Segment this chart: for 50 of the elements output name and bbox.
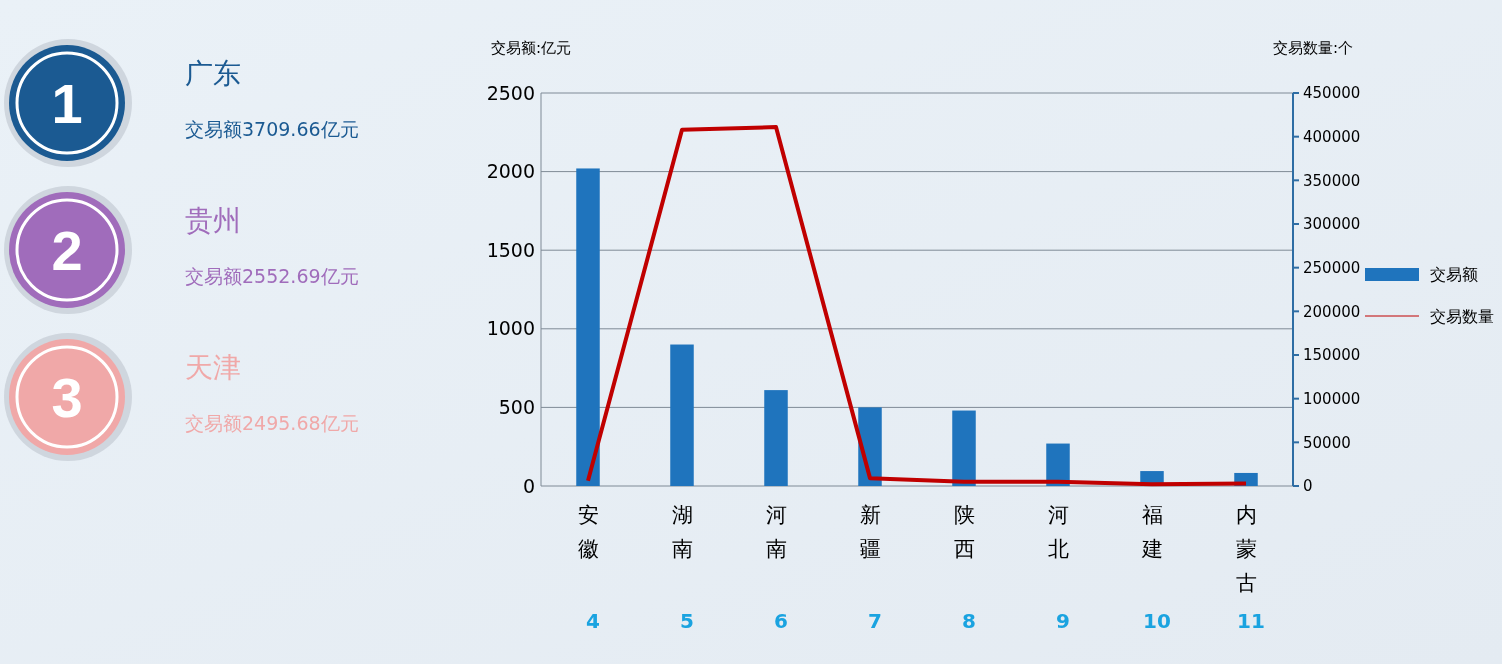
- text: 11: [1237, 609, 1265, 633]
- text: 交易额2552.69亿元: [185, 265, 359, 287]
- text: 10: [1143, 609, 1171, 633]
- line-series: [586, 125, 1248, 487]
- x-tick-label: 河北: [1047, 503, 1069, 561]
- y-axis-title: 交易额:亿元: [491, 39, 572, 57]
- y2-tick-label: 50000: [1303, 433, 1351, 452]
- text: 贵州: [185, 204, 241, 237]
- text: 2: [51, 219, 83, 282]
- x-tick-label: 陕西: [953, 503, 975, 561]
- text: 交易额2495.68亿元: [185, 412, 359, 434]
- legend-label: 交易数量: [1430, 306, 1494, 326]
- y-tick-label: 1500: [486, 238, 535, 261]
- legend-label: 交易额: [1430, 264, 1478, 284]
- text: 3: [51, 366, 83, 429]
- text: 7: [868, 609, 882, 633]
- text: 天津: [185, 351, 241, 384]
- y2-tick-label: 350000: [1303, 171, 1361, 190]
- bar: [952, 410, 976, 486]
- y-tick-label: 2500: [486, 81, 535, 104]
- y2-tick-label: 200000: [1303, 302, 1361, 321]
- y2-tick-label: 450000: [1303, 84, 1361, 103]
- y2-tick-label: 400000: [1303, 127, 1361, 146]
- bar: [764, 390, 788, 486]
- text: 交易额3709.66亿元: [185, 118, 359, 140]
- y2-tick-label: 100000: [1303, 389, 1361, 408]
- x-tick-label: 内蒙古: [1235, 503, 1257, 595]
- bar: [576, 168, 600, 486]
- text: 6: [774, 609, 788, 633]
- x-tick-label: 湖南: [671, 503, 693, 561]
- y-tick-label: 0: [522, 474, 535, 497]
- y2-tick-label: 250000: [1303, 258, 1361, 277]
- x-tick-label: 河南: [765, 503, 787, 561]
- x-tick-label: 安徽: [577, 503, 599, 561]
- y2-tick-label: 300000: [1303, 215, 1361, 234]
- text: 5: [680, 609, 694, 633]
- text: 9: [1056, 609, 1070, 633]
- x-tick-label: 福建: [1140, 503, 1163, 561]
- y2-axis-title: 交易数量:个: [1273, 39, 1354, 57]
- text: 广东: [185, 57, 241, 90]
- bar: [670, 344, 694, 486]
- y2-tick-label: 150000: [1303, 346, 1361, 365]
- y-tick-label: 2000: [486, 160, 535, 183]
- x-tick-label: 新疆: [859, 503, 881, 561]
- text: 8: [962, 609, 976, 633]
- y-tick-label: 500: [498, 396, 535, 419]
- y2-tick-label: 0: [1303, 477, 1313, 496]
- text: 1: [51, 72, 83, 135]
- text: 4: [586, 609, 600, 633]
- y-tick-label: 1000: [486, 317, 535, 340]
